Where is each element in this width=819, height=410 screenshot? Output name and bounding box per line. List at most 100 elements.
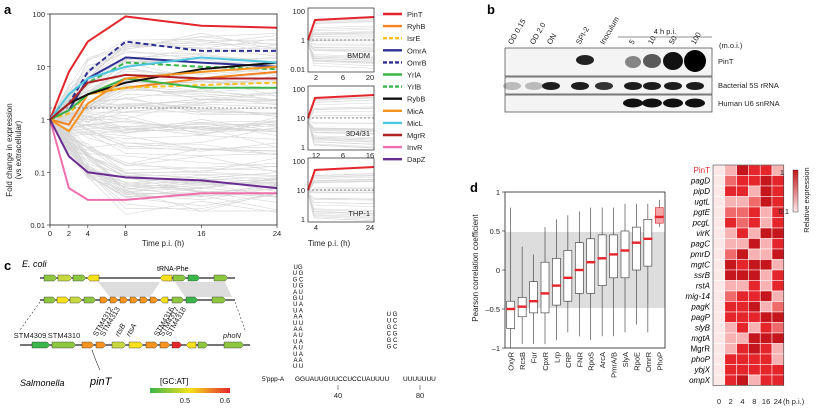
series-line-invr bbox=[49, 119, 277, 201]
heatmap-cell bbox=[748, 343, 761, 355]
band bbox=[576, 55, 594, 65]
inset-3d431: 3D4/31 100 10 1 12 6 16 bbox=[292, 85, 375, 160]
box-iqr bbox=[654, 207, 664, 224]
heatmap-cell bbox=[724, 353, 737, 365]
gene-arrow bbox=[43, 296, 57, 304]
inset-bg-line bbox=[307, 117, 375, 122]
inset-bg-line bbox=[307, 25, 375, 44]
heatmap-cell bbox=[736, 196, 749, 208]
heatmap-row-label: pcgL bbox=[692, 219, 710, 228]
5s-band bbox=[525, 82, 543, 90]
rna-hairpin-2: U GU CG CC GG CG C bbox=[387, 312, 398, 351]
synteny-block bbox=[175, 282, 232, 297]
inset-thp1: THP-1 100 10 14 24 bbox=[292, 157, 375, 232]
lane-label: 50 bbox=[667, 34, 679, 46]
gc-label: [GC:AT] bbox=[160, 377, 188, 386]
box-iqr bbox=[529, 281, 538, 314]
heatmap-cell bbox=[712, 322, 726, 334]
box-iqr bbox=[632, 226, 641, 271]
ylabel-line2: (vs extracellular) bbox=[14, 120, 23, 179]
5s-band bbox=[643, 82, 661, 90]
heatmap-cell bbox=[712, 238, 726, 250]
heatmap-row-label: mig-14 bbox=[686, 292, 711, 301]
x-ticks: 0 2 4 8 16 24 bbox=[48, 225, 281, 238]
blot-label-pint: PinT bbox=[718, 57, 734, 66]
5s-band bbox=[595, 82, 613, 90]
heatmap-cell bbox=[748, 301, 761, 313]
blot-label-5s: Bacterial 5S rRNA bbox=[718, 81, 779, 90]
heatmap-cell bbox=[748, 353, 761, 365]
inset-y-tick: 100 bbox=[292, 157, 305, 166]
box-fnr bbox=[574, 211, 584, 337]
gene-arrow bbox=[171, 296, 185, 304]
heatmap-cell bbox=[748, 311, 761, 323]
series-lines bbox=[49, 15, 278, 201]
x-tick-label: 24 bbox=[273, 229, 281, 238]
inset-bg-line bbox=[307, 43, 375, 69]
inset-bg-line bbox=[307, 121, 375, 143]
gene-arrow bbox=[185, 296, 199, 304]
background-gene-line bbox=[49, 39, 278, 120]
heatmap-cell bbox=[771, 217, 785, 229]
heatmap-cell bbox=[712, 353, 726, 365]
background-gene-line bbox=[49, 102, 278, 120]
inset-bg-line bbox=[307, 193, 375, 200]
panel-a-insets: BMDM 100 1 0.01 2 6 20 3D4/31 100 10 1 12 6 16 THP-1 10… bbox=[290, 7, 375, 232]
heatmap-col-label: 0 bbox=[717, 397, 721, 406]
box-x-label: CRP bbox=[564, 352, 573, 368]
heatmap-cell bbox=[759, 353, 773, 365]
heatmap-cell bbox=[771, 322, 785, 334]
inset-x-tick: 16 bbox=[366, 151, 374, 160]
inset-pint-line bbox=[307, 94, 375, 119]
panel-letter-c: c bbox=[4, 258, 12, 273]
heatmap-cell bbox=[771, 353, 785, 365]
heatmap-cell bbox=[736, 206, 749, 218]
heatmap-cell bbox=[724, 332, 737, 344]
xlabel: Time p.i. (h) bbox=[142, 239, 185, 248]
inset-x-tick: 4 bbox=[314, 223, 318, 232]
rna-base-pair: U A bbox=[293, 308, 303, 314]
5s-band bbox=[686, 82, 704, 90]
inset-bg-line bbox=[307, 176, 375, 194]
lane-label: Inoculum bbox=[598, 15, 621, 46]
inset-bg-line bbox=[307, 193, 375, 207]
rna-5prime: 5'ppp-A bbox=[262, 376, 285, 383]
heatmap-cell bbox=[712, 259, 726, 271]
inset-bg-line bbox=[307, 121, 375, 149]
heatmap-cell bbox=[712, 217, 726, 229]
band bbox=[625, 56, 641, 68]
heatmap-cell bbox=[724, 217, 737, 229]
inset-y-tick: 1 bbox=[301, 143, 305, 152]
rna-base-pair: G C bbox=[387, 345, 398, 351]
gene-arrow bbox=[172, 274, 187, 282]
inset-bg-line bbox=[307, 193, 375, 204]
heatmap-cell bbox=[724, 238, 737, 250]
box-iqr bbox=[506, 300, 516, 329]
box-iqr bbox=[620, 230, 630, 279]
heatmap-cell bbox=[759, 280, 773, 292]
background-gene-line bbox=[49, 83, 278, 120]
background-gene-line bbox=[49, 111, 278, 122]
5s-band bbox=[503, 82, 521, 90]
background-gene-line bbox=[49, 42, 278, 120]
heatmap-cell bbox=[759, 217, 773, 229]
rna-linear: GGUAUUGUUCCUCCUAUUUU bbox=[295, 376, 390, 383]
box-x-label: Fur bbox=[530, 351, 539, 363]
lane-label: SPI-2 bbox=[574, 25, 591, 46]
5s-band bbox=[664, 82, 682, 90]
inset-bg-line bbox=[307, 120, 375, 124]
box-rpoe bbox=[631, 203, 641, 325]
inset-bg-line bbox=[307, 43, 375, 59]
rna-pos-40: 40 bbox=[334, 391, 342, 400]
inset-bg-line bbox=[307, 110, 375, 122]
inset-y-tick: 100 bbox=[292, 7, 305, 16]
u6-band bbox=[623, 98, 643, 108]
gene-arrow bbox=[81, 341, 95, 349]
heatmap-cell bbox=[748, 227, 761, 239]
heatmap-cell bbox=[724, 301, 737, 313]
gene-arrow bbox=[149, 296, 159, 304]
inset-x-tick: 6 bbox=[341, 73, 345, 82]
heatmap-row-label: rstA bbox=[696, 282, 710, 291]
series-line-micl bbox=[49, 56, 278, 121]
heatmap-cell bbox=[771, 269, 785, 281]
